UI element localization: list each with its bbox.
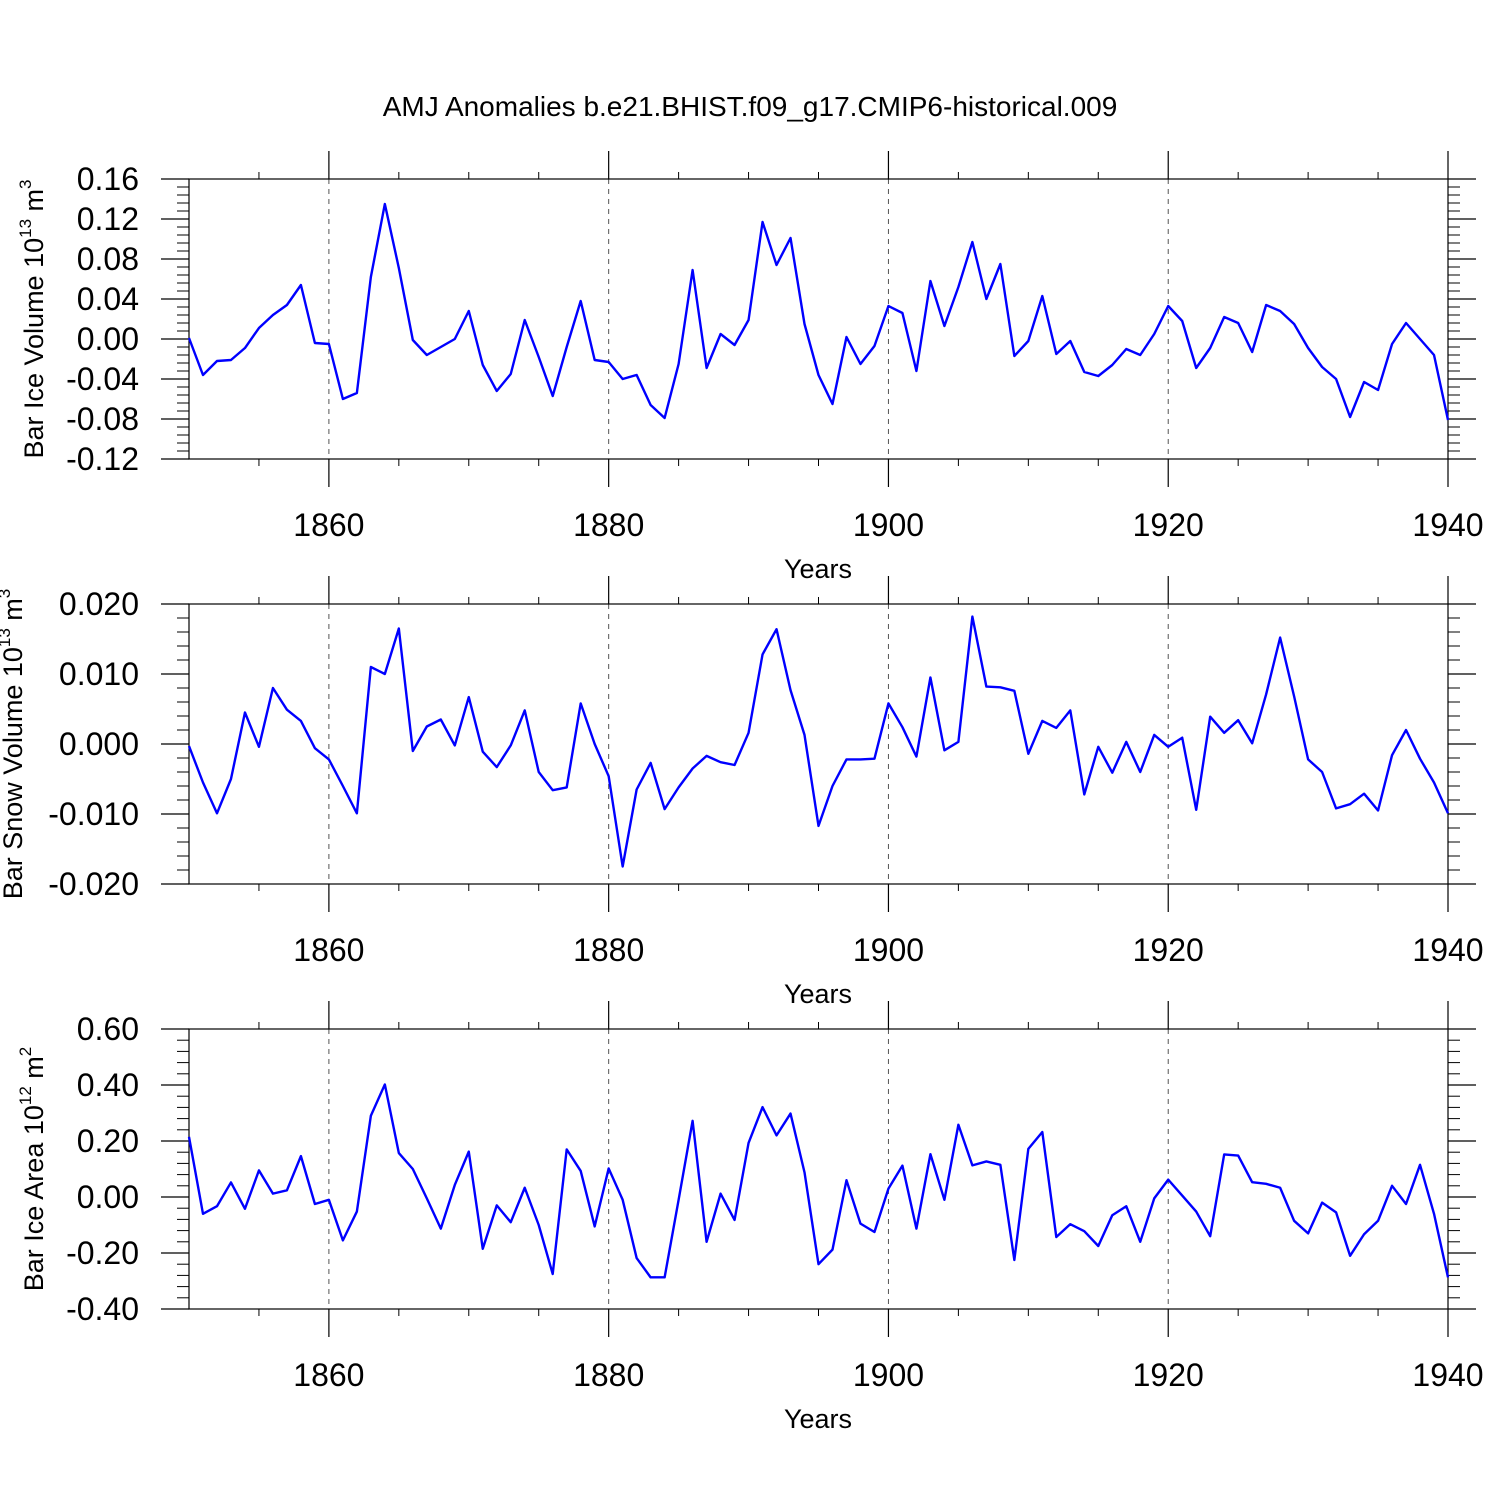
y-tick-label: 0.00 <box>77 321 139 357</box>
plot-area-snow-volume: 1860 1880 1900 1920 1940 -0.020 -0.010 0.000 0.0… <box>48 576 1484 968</box>
panel-ice-area: 1860 1880 1900 1920 1940 -0.40 -0.20 0.00 0.20 0.… <box>16 1001 1484 1434</box>
y-tick-label: -0.40 <box>66 1291 139 1327</box>
x-tick-label: 1940 <box>1412 507 1483 543</box>
y-tick-label: 0.16 <box>77 161 139 197</box>
y-tick-label: -0.010 <box>48 796 139 832</box>
y-tick-label: 0.04 <box>77 281 139 317</box>
x-tick-label: 1920 <box>1133 932 1204 968</box>
x-tick-label: 1920 <box>1133 507 1204 543</box>
x-axis-label-ice-area: Years <box>784 1404 852 1434</box>
y-tick-label: -0.12 <box>66 441 139 477</box>
plot-frame <box>188 178 1449 460</box>
x-tick-label: 1940 <box>1412 1357 1483 1393</box>
plot-area-ice-area: 1860 1880 1900 1920 1940 -0.40 -0.20 0.00 0.20 0.… <box>66 1001 1484 1393</box>
y-tick-label: -0.04 <box>66 361 139 397</box>
y-tick-label: -0.020 <box>48 866 139 902</box>
x-axis-label-snow-volume: Years <box>784 979 852 1009</box>
y-tick-label: 0.60 <box>77 1011 139 1047</box>
y-tick-label: -0.20 <box>66 1235 139 1271</box>
y-tick-label: 0.40 <box>77 1067 139 1103</box>
plot-area-ice-volume: 1860 1880 1900 1920 1940 -0.12 -0.08 -0.04 0.00 0… <box>66 151 1484 543</box>
y-label-unit: m <box>0 598 28 628</box>
x-tick-label: 1860 <box>293 932 364 968</box>
y-tick-label: 0.00 <box>77 1179 139 1215</box>
y-tick-label: 0.010 <box>59 656 139 692</box>
series-line <box>187 202 1450 421</box>
series-line <box>187 615 1450 868</box>
y-tick-label: -0.08 <box>66 401 139 437</box>
x-tick-label: 1880 <box>573 1357 644 1393</box>
y-axis-label-snow-volume: Bar Snow Volume 1013 m3 <box>0 589 28 900</box>
y-axis-label-ice-volume: Bar Ice Volume 1013 m3 <box>16 179 49 458</box>
x-tick-label: 1900 <box>853 1357 924 1393</box>
y-tick-label: 0.20 <box>77 1123 139 1159</box>
y-label-unit-exponent: 2 <box>16 1047 35 1056</box>
panel-ice-volume: 1860 1880 1900 1920 1940 -0.12 -0.08 -0.04 0.00 0… <box>16 151 1484 584</box>
y-label-unit-exponent: 3 <box>0 589 14 598</box>
y-tick-label: 0.08 <box>77 241 139 277</box>
y-label-exponent: 12 <box>16 1086 35 1105</box>
y-tick-label: 0.000 <box>59 726 139 762</box>
y-label-text: Bar Ice Volume 10 <box>19 238 49 459</box>
x-tick-label: 1880 <box>573 507 644 543</box>
figure-title: AMJ Anomalies b.e21.BHIST.f09_g17.CMIP6-… <box>383 91 1118 122</box>
y-label-exponent: 13 <box>16 219 35 238</box>
x-tick-label: 1900 <box>853 507 924 543</box>
y-axis-label-ice-area: Bar Ice Area 1012 m2 <box>16 1047 49 1292</box>
x-tick-label: 1860 <box>293 1357 364 1393</box>
y-label-text: Bar Snow Volume 10 <box>0 647 28 899</box>
panel-snow-volume: 1860 1880 1900 1920 1940 -0.020 -0.010 0.000 0.0… <box>0 576 1484 1009</box>
y-label-unit: m <box>19 1056 49 1086</box>
y-label-unit: m <box>19 189 49 219</box>
series-line <box>187 1083 1450 1279</box>
x-tick-label: 1920 <box>1133 1357 1204 1393</box>
x-axis-label-ice-volume: Years <box>784 554 852 584</box>
x-tick-label: 1940 <box>1412 932 1483 968</box>
y-label-text: Bar Ice Area 10 <box>19 1105 49 1291</box>
x-tick-label: 1860 <box>293 507 364 543</box>
plot-frame <box>188 1028 1449 1310</box>
y-label-unit-exponent: 3 <box>16 179 35 188</box>
y-label-exponent: 13 <box>0 628 14 647</box>
y-tick-label: 0.12 <box>77 201 139 237</box>
x-tick-label: 1880 <box>573 932 644 968</box>
y-tick-label: 0.020 <box>59 586 139 622</box>
plot-frame <box>188 603 1449 885</box>
x-tick-label: 1900 <box>853 932 924 968</box>
